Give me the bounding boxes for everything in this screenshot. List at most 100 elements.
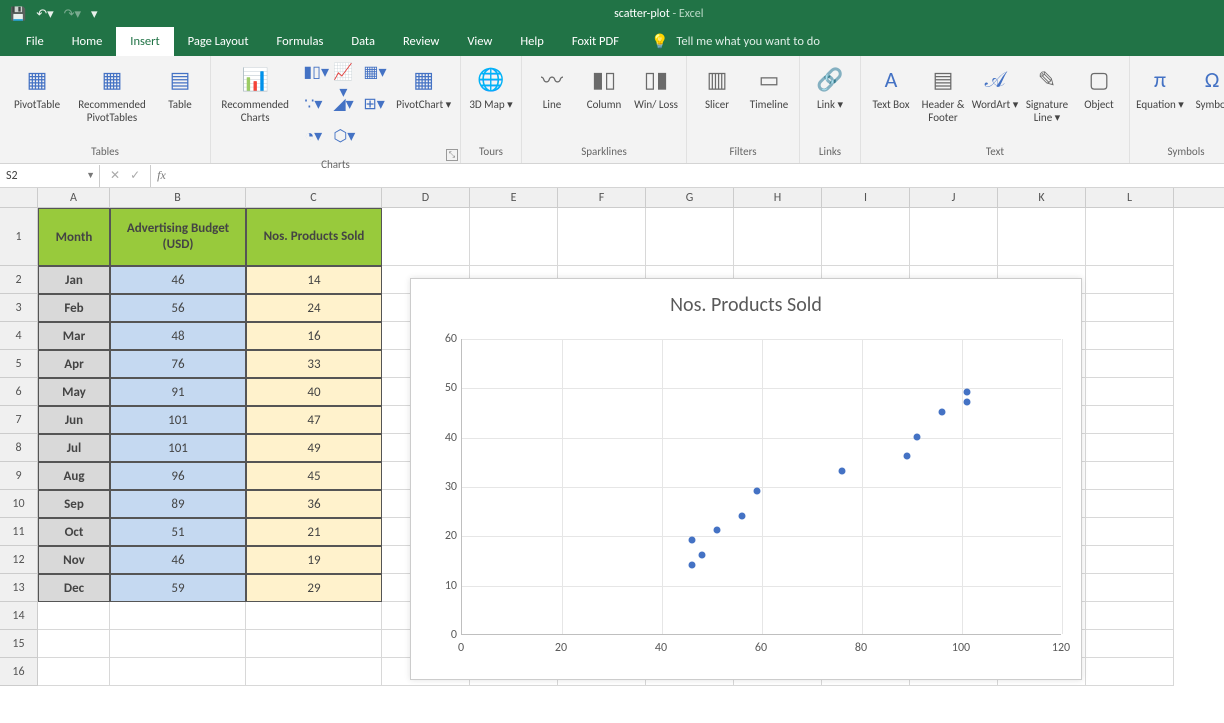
- row-header[interactable]: 3: [0, 294, 38, 322]
- equation-button[interactable]: πEquation ▾: [1136, 60, 1184, 111]
- cell-E1[interactable]: [470, 208, 558, 266]
- cell-B4[interactable]: 48: [110, 322, 246, 350]
- cell-C13[interactable]: 29: [246, 574, 382, 602]
- cell-A13[interactable]: Dec: [38, 574, 110, 602]
- cell-C11[interactable]: 21: [246, 518, 382, 546]
- accept-formula-icon[interactable]: ✓: [130, 168, 140, 183]
- tab-page-layout[interactable]: Page Layout: [174, 27, 263, 56]
- redo-icon[interactable]: ↷▾: [64, 7, 81, 22]
- cell-A3[interactable]: Feb: [38, 294, 110, 322]
- tab-formulas[interactable]: Formulas: [263, 27, 338, 56]
- cell-L1[interactable]: [1086, 208, 1174, 266]
- cell-L9[interactable]: [1086, 462, 1174, 490]
- row-header[interactable]: 16: [0, 658, 38, 686]
- column-header-J[interactable]: J: [910, 188, 998, 207]
- column-header-G[interactable]: G: [646, 188, 734, 207]
- cell-B11[interactable]: 51: [110, 518, 246, 546]
- name-box[interactable]: S2 ▼: [0, 165, 100, 187]
- column-header-A[interactable]: A: [38, 188, 110, 207]
- row-header[interactable]: 5: [0, 350, 38, 378]
- column-header-I[interactable]: I: [822, 188, 910, 207]
- cell-C7[interactable]: 47: [246, 406, 382, 434]
- recommended-charts-button[interactable]: 📊Recommended Charts: [217, 60, 293, 124]
- sparkline-winloss-button[interactable]: ▯▮Win/ Loss: [632, 60, 680, 111]
- spreadsheet-grid[interactable]: ABCDEFGHIJKL 1MonthAdvertising Budget (U…: [0, 188, 1224, 723]
- cell-A2[interactable]: Jan: [38, 266, 110, 294]
- cell-L15[interactable]: [1086, 630, 1174, 658]
- column-header-H[interactable]: H: [734, 188, 822, 207]
- tab-foxit-pdf[interactable]: Foxit PDF: [558, 27, 633, 56]
- chart-data-point[interactable]: [754, 487, 761, 494]
- row-header[interactable]: 7: [0, 406, 38, 434]
- cell-A5[interactable]: Apr: [38, 350, 110, 378]
- cell-A16[interactable]: [38, 658, 110, 686]
- column-header-L[interactable]: L: [1086, 188, 1174, 207]
- cell-B13[interactable]: 59: [110, 574, 246, 602]
- chart-data-point[interactable]: [914, 433, 921, 440]
- row-header[interactable]: 9: [0, 462, 38, 490]
- cell-K1[interactable]: [998, 208, 1086, 266]
- charts-dialog-launcher[interactable]: ⤡: [446, 149, 458, 161]
- slicer-button[interactable]: ▥Slicer: [693, 60, 741, 111]
- cell-L3[interactable]: [1086, 294, 1174, 322]
- column-header-C[interactable]: C: [246, 188, 382, 207]
- chart-data-point[interactable]: [964, 399, 971, 406]
- row-header[interactable]: 11: [0, 518, 38, 546]
- chart-type-grid[interactable]: ▮▯▾📈▾▦▾ ∵▾◢▾⊞▾ ◔▾⬡▾: [297, 60, 389, 156]
- chart-data-point[interactable]: [699, 552, 706, 559]
- cell-A6[interactable]: May: [38, 378, 110, 406]
- tab-file[interactable]: File: [12, 27, 58, 56]
- cell-A10[interactable]: Sep: [38, 490, 110, 518]
- cell-L7[interactable]: [1086, 406, 1174, 434]
- cell-C1[interactable]: Nos. Products Sold: [246, 208, 382, 266]
- tab-insert[interactable]: Insert: [116, 27, 173, 56]
- chart-data-point[interactable]: [689, 537, 696, 544]
- tab-review[interactable]: Review: [389, 27, 453, 56]
- wordart-button[interactable]: 𝒜WordArt ▾: [971, 60, 1019, 111]
- table-button[interactable]: ▤Table: [156, 60, 204, 111]
- tab-view[interactable]: View: [453, 27, 506, 56]
- row-header[interactable]: 12: [0, 546, 38, 574]
- row-header[interactable]: 6: [0, 378, 38, 406]
- embedded-chart[interactable]: Nos. Products Sold 010203040506002040608…: [410, 278, 1082, 680]
- cell-L16[interactable]: [1086, 658, 1174, 686]
- cell-B12[interactable]: 46: [110, 546, 246, 574]
- cell-D1[interactable]: [382, 208, 470, 266]
- cell-C15[interactable]: [246, 630, 382, 658]
- chart-data-point[interactable]: [964, 389, 971, 396]
- tab-help[interactable]: Help: [506, 27, 557, 56]
- tab-data[interactable]: Data: [337, 27, 389, 56]
- column-header-E[interactable]: E: [470, 188, 558, 207]
- cell-C12[interactable]: 19: [246, 546, 382, 574]
- row-header[interactable]: 1: [0, 208, 38, 266]
- cell-B6[interactable]: 91: [110, 378, 246, 406]
- column-header-B[interactable]: B: [110, 188, 246, 207]
- cell-H1[interactable]: [734, 208, 822, 266]
- cell-A4[interactable]: Mar: [38, 322, 110, 350]
- qat-dropdown-icon[interactable]: ▾: [91, 7, 98, 22]
- cell-L14[interactable]: [1086, 602, 1174, 630]
- cell-L4[interactable]: [1086, 322, 1174, 350]
- column-header-K[interactable]: K: [998, 188, 1086, 207]
- sparkline-column-button[interactable]: ▮▯Column: [580, 60, 628, 111]
- cell-C2[interactable]: 14: [246, 266, 382, 294]
- cell-C10[interactable]: 36: [246, 490, 382, 518]
- column-header-D[interactable]: D: [382, 188, 470, 207]
- chart-data-point[interactable]: [739, 512, 746, 519]
- cell-B9[interactable]: 96: [110, 462, 246, 490]
- cell-C9[interactable]: 45: [246, 462, 382, 490]
- cell-A1[interactable]: Month: [38, 208, 110, 266]
- chart-data-point[interactable]: [904, 453, 911, 460]
- cell-L10[interactable]: [1086, 490, 1174, 518]
- timeline-button[interactable]: ▭Timeline: [745, 60, 793, 111]
- save-icon[interactable]: 💾: [10, 7, 26, 22]
- pivotchart-button[interactable]: ▦PivotChart ▾: [393, 60, 454, 111]
- chart-data-point[interactable]: [939, 409, 946, 416]
- cell-B1[interactable]: Advertising Budget (USD): [110, 208, 246, 266]
- 3d-map-button[interactable]: 🌐3D Map ▾: [467, 60, 515, 111]
- cell-L6[interactable]: [1086, 378, 1174, 406]
- cell-L5[interactable]: [1086, 350, 1174, 378]
- sparkline-line-button[interactable]: 〰Line: [528, 60, 576, 111]
- cell-B2[interactable]: 46: [110, 266, 246, 294]
- symbol-button[interactable]: ΩSymbol: [1188, 60, 1224, 111]
